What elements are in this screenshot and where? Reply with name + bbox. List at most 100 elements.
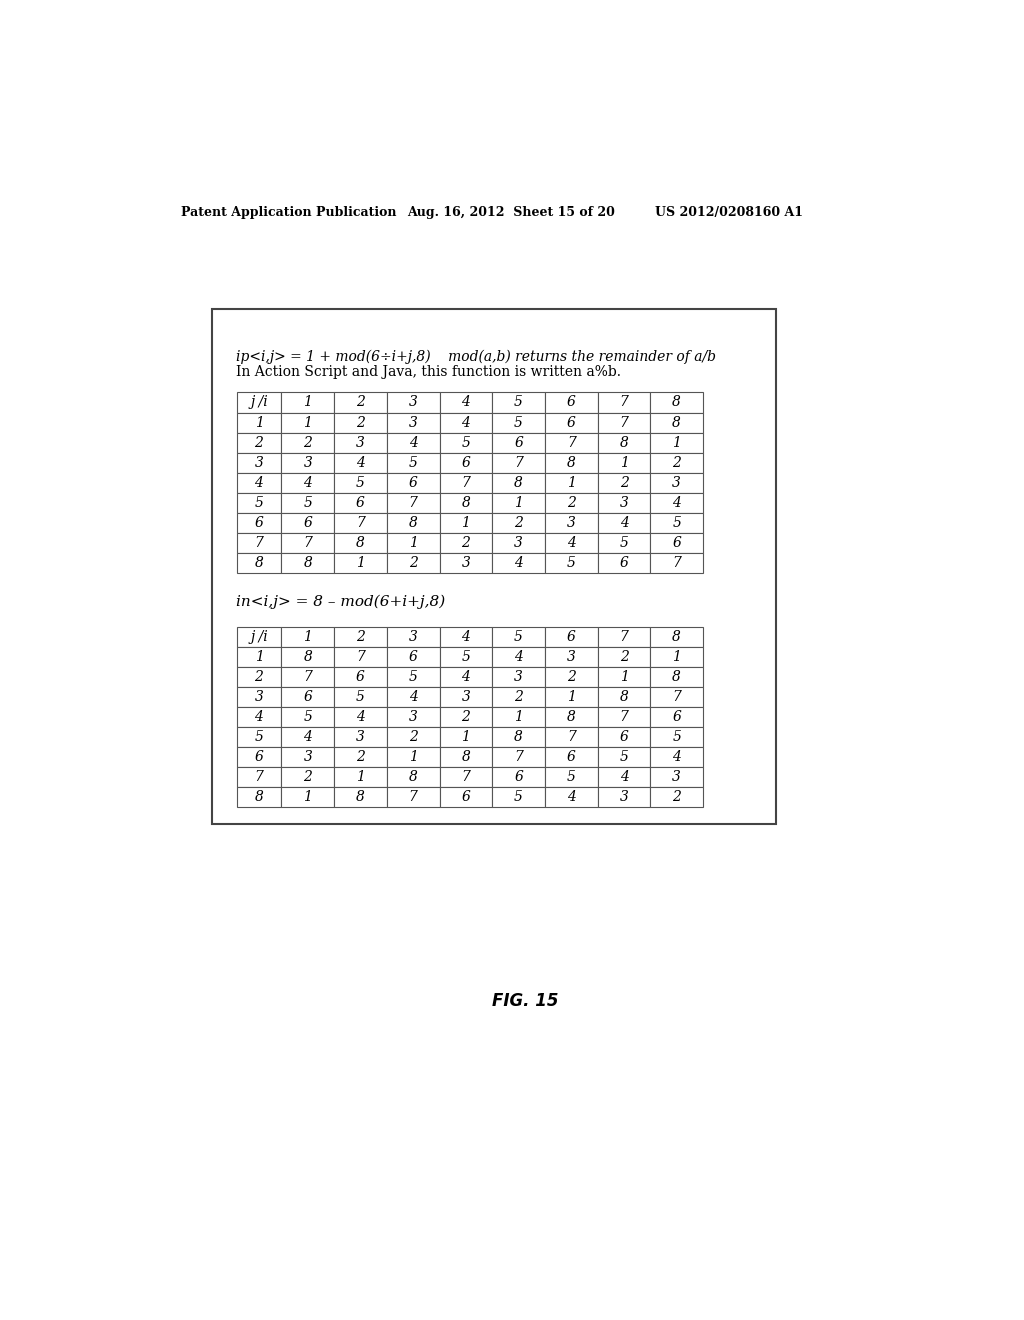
Bar — [439, 433, 493, 453]
Text: 7: 7 — [462, 475, 470, 490]
Bar — [282, 726, 334, 747]
Bar — [598, 647, 650, 667]
Bar — [598, 512, 650, 533]
Bar — [387, 433, 439, 453]
Text: 1: 1 — [303, 630, 312, 644]
Bar — [493, 706, 545, 726]
Bar — [387, 787, 439, 807]
Bar — [598, 413, 650, 433]
Bar — [237, 627, 282, 647]
Text: 6: 6 — [567, 750, 575, 764]
Text: 3: 3 — [409, 396, 418, 409]
Bar — [237, 392, 282, 412]
Bar — [598, 533, 650, 553]
Bar — [439, 627, 493, 647]
Bar — [387, 706, 439, 726]
Bar — [650, 787, 703, 807]
Bar — [545, 453, 598, 473]
Text: 5: 5 — [514, 416, 523, 429]
Text: j /i: j /i — [250, 630, 268, 644]
Text: 1: 1 — [409, 536, 418, 549]
Bar — [439, 553, 493, 573]
Text: 3: 3 — [409, 416, 418, 429]
Bar — [334, 413, 387, 433]
Bar — [282, 492, 334, 512]
Bar — [439, 492, 493, 512]
Text: 2: 2 — [462, 710, 470, 723]
Text: 5: 5 — [356, 689, 365, 704]
Bar — [387, 747, 439, 767]
Bar — [493, 667, 545, 686]
Text: 4: 4 — [514, 649, 523, 664]
Text: j /i: j /i — [250, 396, 268, 409]
Text: 8: 8 — [356, 789, 365, 804]
Bar — [387, 392, 439, 412]
Bar — [598, 667, 650, 686]
Text: 6: 6 — [620, 730, 629, 743]
Text: 8: 8 — [673, 396, 681, 409]
Text: 7: 7 — [514, 750, 523, 764]
Text: 7: 7 — [514, 455, 523, 470]
Bar — [237, 553, 282, 573]
Text: 5: 5 — [462, 436, 470, 450]
Bar — [237, 767, 282, 787]
Bar — [237, 787, 282, 807]
Bar — [282, 392, 334, 412]
Text: 3: 3 — [255, 689, 263, 704]
Text: 6: 6 — [567, 416, 575, 429]
Bar — [282, 706, 334, 726]
Bar — [334, 667, 387, 686]
Text: FIG. 15: FIG. 15 — [492, 991, 558, 1010]
Bar — [493, 726, 545, 747]
Bar — [650, 512, 703, 533]
Text: 1: 1 — [620, 669, 629, 684]
Bar — [493, 492, 545, 512]
Text: 5: 5 — [567, 556, 575, 570]
Bar — [387, 686, 439, 706]
Text: 7: 7 — [303, 669, 312, 684]
Text: 2: 2 — [409, 556, 418, 570]
Bar — [439, 726, 493, 747]
Bar — [598, 767, 650, 787]
Text: 1: 1 — [255, 416, 263, 429]
Bar — [237, 747, 282, 767]
Text: in<i,j> = 8 – mod(6+i+j,8): in<i,j> = 8 – mod(6+i+j,8) — [237, 594, 445, 609]
Text: 4: 4 — [462, 416, 470, 429]
Bar — [545, 726, 598, 747]
Bar — [493, 413, 545, 433]
Bar — [598, 627, 650, 647]
Text: 3: 3 — [673, 475, 681, 490]
Text: 8: 8 — [567, 710, 575, 723]
Bar — [650, 686, 703, 706]
Text: 4: 4 — [409, 436, 418, 450]
Bar — [334, 767, 387, 787]
Text: 5: 5 — [462, 649, 470, 664]
Text: 6: 6 — [514, 436, 523, 450]
Text: 1: 1 — [356, 556, 365, 570]
Bar — [282, 433, 334, 453]
Bar — [598, 433, 650, 453]
Bar — [439, 706, 493, 726]
Text: 7: 7 — [255, 536, 263, 549]
Bar — [650, 627, 703, 647]
Text: 2: 2 — [462, 536, 470, 549]
Bar — [493, 647, 545, 667]
Bar — [439, 647, 493, 667]
Text: 3: 3 — [303, 455, 312, 470]
Bar — [387, 492, 439, 512]
Bar — [334, 627, 387, 647]
Bar — [237, 647, 282, 667]
Bar — [650, 706, 703, 726]
Text: 7: 7 — [462, 770, 470, 784]
Bar — [282, 512, 334, 533]
Bar — [493, 392, 545, 412]
Text: 2: 2 — [356, 630, 365, 644]
Bar — [650, 392, 703, 412]
Text: 3: 3 — [620, 495, 629, 510]
Bar — [598, 453, 650, 473]
Text: 7: 7 — [673, 689, 681, 704]
Bar — [282, 667, 334, 686]
Bar — [598, 686, 650, 706]
Bar — [282, 686, 334, 706]
Bar — [237, 492, 282, 512]
